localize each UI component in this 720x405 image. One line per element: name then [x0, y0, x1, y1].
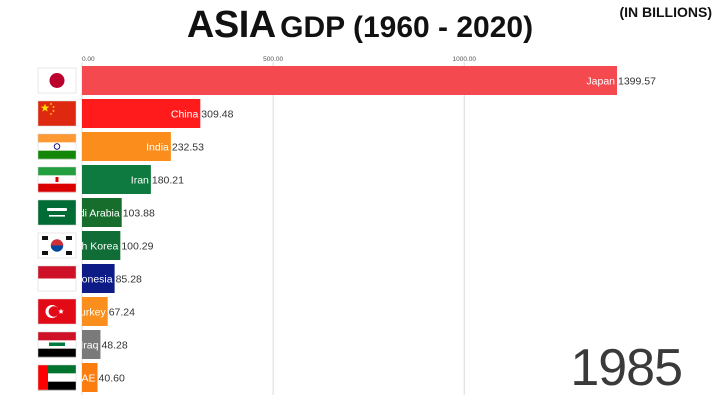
japan-flag [37, 67, 77, 94]
value-label: 85.28 [116, 274, 142, 286]
tick-label-0: 0.00 [82, 56, 95, 63]
south-korea-flag [37, 232, 77, 259]
india-flag [37, 133, 77, 160]
value-label: 103.88 [123, 208, 155, 220]
value-label: 48.28 [101, 340, 127, 352]
category-label: Iraq [80, 340, 98, 352]
china-flag [37, 100, 77, 127]
chart-title: ASIA GDP (1960 - 2020) [0, 4, 720, 47]
unit-label: (IN BILLIONS) [619, 4, 712, 20]
value-label: 180.21 [152, 175, 184, 187]
uae-flag [37, 364, 77, 391]
bar-india [82, 132, 171, 161]
tick-label-2: 1000.00 [453, 56, 477, 63]
category-label: Saudi Arabia [60, 208, 120, 220]
bar-china [82, 99, 201, 128]
category-label: Japan [586, 76, 615, 88]
category-label: India [146, 142, 169, 154]
category-label: South Korea [60, 241, 119, 253]
value-label: 232.53 [172, 142, 204, 154]
turkey-flag [37, 298, 77, 325]
bar-japan [82, 66, 617, 95]
value-label: 1399.57 [618, 76, 656, 88]
title-main: ASIA [186, 4, 276, 46]
iraq-flag [37, 331, 77, 358]
year-label: 1985 [570, 339, 683, 397]
category-label: Turkey [74, 307, 106, 319]
indonesia-flag [37, 265, 77, 292]
bar-iran [82, 165, 151, 194]
value-label: 309.48 [201, 109, 233, 121]
category-label: Indonesia [67, 274, 113, 286]
bar-turkey [82, 297, 108, 326]
bar-iraq [82, 330, 101, 359]
tick-label-1: 500.00 [263, 56, 283, 63]
category-label: China [171, 109, 199, 121]
value-label: 40.60 [99, 373, 125, 385]
bar-uae [82, 363, 98, 392]
value-label: 67.24 [109, 307, 135, 319]
title-rest: GDP (1960 - 2020) [280, 11, 534, 44]
value-label: 100.29 [121, 241, 153, 253]
category-label: UAE [74, 373, 96, 385]
saudi-arabia-flag [37, 199, 77, 226]
bar-indonesia [82, 264, 115, 293]
iran-flag [37, 166, 77, 193]
category-label: Iran [131, 175, 149, 187]
bar-saudi-arabia [82, 198, 122, 227]
bar-south-korea [82, 231, 121, 260]
